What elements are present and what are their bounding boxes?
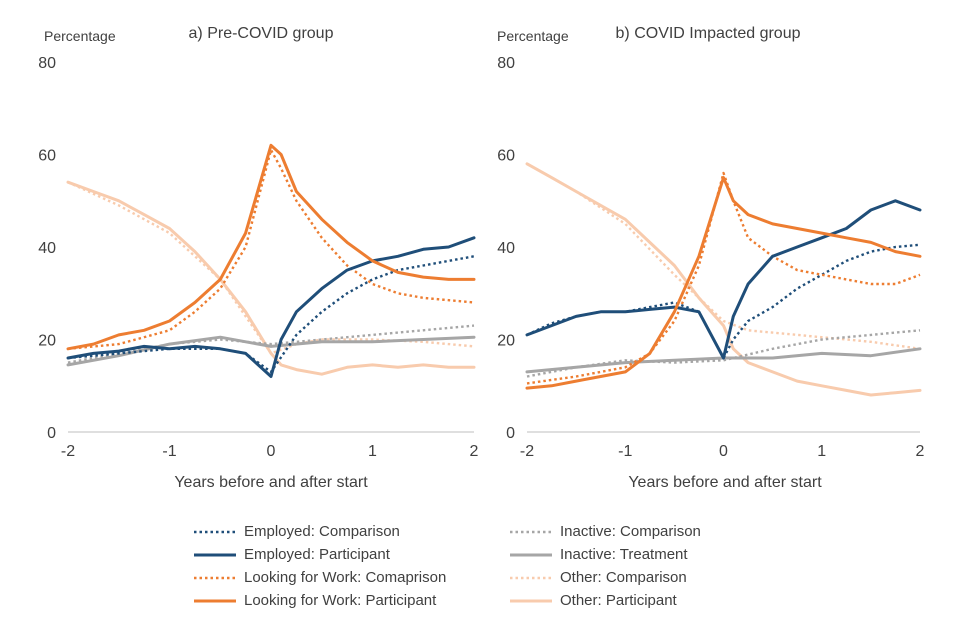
panel-a-y-tick-label: 0 <box>47 425 56 442</box>
panel-a-x-tick-label: 2 <box>470 443 479 460</box>
panel-b-y-tick-label: 0 <box>506 425 515 442</box>
panel-b-y-tick-label: 20 <box>497 333 515 350</box>
legend-swatch <box>194 530 236 533</box>
panel-b-plot: b) COVID Impacted group Percentage Years b… <box>497 25 925 491</box>
legend-swatch <box>194 553 236 556</box>
panel-b-x-tick-label: 0 <box>719 443 728 460</box>
legend-item: Other: Comparison <box>508 566 701 589</box>
legend-swatch <box>510 576 552 579</box>
legend-item: Employed: Participant <box>192 543 446 566</box>
panel-a-title: a) Pre-COVID group <box>189 25 334 42</box>
panel-a-series-looking-for-work-participant <box>66 143 476 351</box>
panel-b-x-axis-label: Years before and after start <box>628 474 822 491</box>
panel-b-y-tick-label: 60 <box>497 148 515 165</box>
legend-swatch <box>194 576 236 579</box>
panel-b-x-tick-label: -1 <box>618 443 632 460</box>
legend-swatch <box>194 599 236 602</box>
legend-item: Looking for Work: Comaprison <box>192 566 446 589</box>
legend-label: Other: Comparison <box>560 569 687 586</box>
legend-label: Employed: Participant <box>244 546 390 563</box>
panel-a-series-inactive-comparison <box>67 324 475 364</box>
panel-a-y-tick-label: 80 <box>38 55 56 72</box>
legend-item: Inactive: Comparison <box>508 520 701 543</box>
panel-a-x-tick-label: -1 <box>162 443 176 460</box>
panel-b-series-looking-for-work-comaprison <box>526 171 921 385</box>
panel-b-x-tick-label: 2 <box>916 443 925 460</box>
panel-a-y-tick-label: 60 <box>38 148 56 165</box>
panel-a-series-employed-participant <box>66 236 476 378</box>
legend-label: Other: Participant <box>560 592 677 609</box>
legend-label: Inactive: Treatment <box>560 546 688 563</box>
panel-a-series-other-comparison <box>67 181 475 355</box>
panel-a-series-looking-for-work-comaprison <box>67 148 475 350</box>
panel-a-y-tick-label: 40 <box>38 240 56 257</box>
panel-a-plot: a) Pre-COVID group Percentage Years before… <box>38 25 478 491</box>
panel-a-y-tick-label: 20 <box>38 333 56 350</box>
legend-label: Inactive: Comparison <box>560 523 701 540</box>
panel-b-x-tick-label: -2 <box>520 443 534 460</box>
legend-item: Employed: Comparison <box>192 520 446 543</box>
legend-item: Inactive: Treatment <box>508 543 701 566</box>
panel-a-x-tick-label: 1 <box>368 443 377 460</box>
legend-right: Inactive: Comparison Inactive: Treatment O… <box>508 520 701 612</box>
legend-item: Other: Participant <box>508 589 701 612</box>
panel-b-x-tick-label: 1 <box>817 443 826 460</box>
panel-b-title: b) COVID Impacted group <box>616 25 801 42</box>
panel-b-series-other-comparison <box>526 162 921 350</box>
chart-canvas: a) Pre-COVID group Percentage Years before… <box>38 25 925 491</box>
legend-label: Employed: Comparison <box>244 523 400 540</box>
legend-swatch <box>510 553 552 556</box>
panel-b-series-inactive-comparison <box>526 329 921 378</box>
panel-b-y-axis-label: Percentage <box>497 28 569 44</box>
panel-b-series-employed-comparison <box>526 243 921 360</box>
panel-a-x-tick-label: -2 <box>61 443 75 460</box>
panel-b-series-looking-for-work-participant <box>525 176 922 390</box>
legend-label: Looking for Work: Comaprison <box>244 569 447 586</box>
legend-swatch <box>510 599 552 602</box>
panel-a-y-axis-label: Percentage <box>44 28 116 44</box>
legend-label: Looking for Work: Participant <box>244 592 437 609</box>
legend-item: Looking for Work: Participant <box>192 589 446 612</box>
panel-a-x-axis-label: Years before and after start <box>174 474 368 491</box>
panel-b-series-employed-participant <box>525 199 922 360</box>
panel-b-y-tick-label: 80 <box>497 55 515 72</box>
legend-left: Employed: Comparison Employed: Participan… <box>192 520 446 612</box>
panel-b-y-tick-label: 40 <box>497 240 515 257</box>
panel-a-x-tick-label: 0 <box>267 443 276 460</box>
legend-swatch <box>510 530 552 533</box>
